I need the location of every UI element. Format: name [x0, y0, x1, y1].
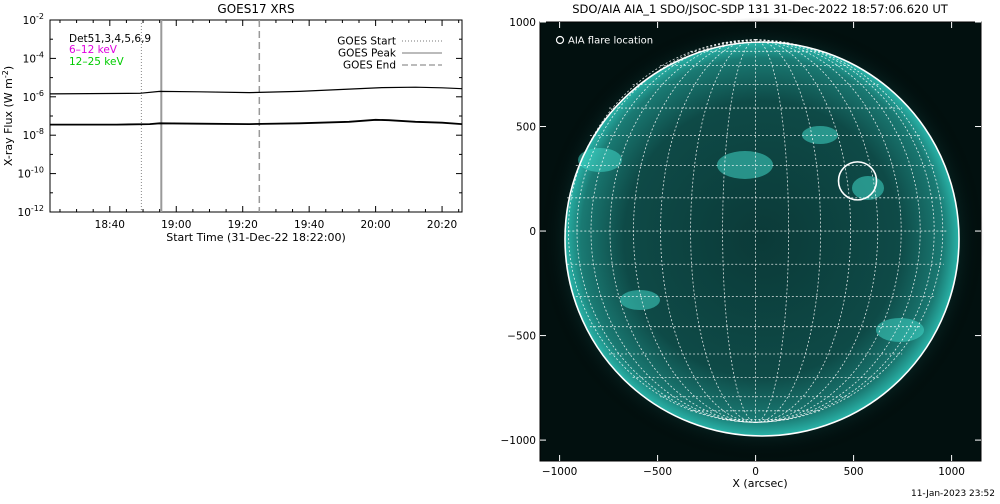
longitude-line [609, 39, 756, 423]
longitude-line [755, 39, 822, 423]
aia-solar-disk [565, 42, 959, 436]
aia-x-tick-label: −500 [643, 466, 672, 478]
longitude-line [755, 39, 944, 423]
aia-y-tick-label: 1000 [509, 17, 536, 29]
aia-y-tick-label: −500 [507, 331, 536, 343]
goes-event-markers [140, 20, 261, 212]
longitude-line [690, 39, 756, 423]
longitude-line [755, 39, 902, 423]
goes-y-label-exponent: -2 [1, 70, 10, 78]
longitude-line [567, 39, 756, 423]
marker-legend-label: GOES Peak [338, 48, 397, 60]
goes-x-axis: 18:40 19:00 19:20 19:40 20:00 20:20 [59, 20, 460, 231]
longitude-line [633, 39, 756, 423]
aia-limb [564, 41, 960, 437]
aia-y-tick-label: 0 [529, 226, 536, 238]
aia-x-tick-label: −1000 [542, 466, 578, 478]
longitude-line [722, 39, 756, 423]
goes-series-long [49, 86, 463, 95]
longitude-line [755, 39, 935, 423]
figure-date-stamp: 11-Jan-2023 23:52 [911, 489, 995, 499]
x-tick-label: 18:40 [95, 219, 125, 231]
longitude-line [755, 39, 921, 423]
aia-image-panel: SDO/AIA AIA_1 SDO/JSOC-SDP 131 31-Dec-20… [500, 2, 984, 490]
y-tick-label: 10-6 [23, 89, 44, 104]
aia-x-tick-label: 500 [844, 466, 864, 478]
aia-x-tick-label: 1000 [938, 466, 965, 478]
goes-legend-band-high: 12–25 keV [69, 56, 124, 68]
aia-y-tick-label: 500 [516, 122, 536, 134]
marker-legend-label: GOES End [343, 60, 396, 72]
aia-flare-location-circle [837, 161, 878, 201]
x-tick-label: 19:20 [228, 219, 258, 231]
aia-image-title: SDO/AIA AIA_1 SDO/JSOC-SDP 131 31-Dec-20… [572, 2, 948, 16]
aia-legend-label: AIA flare location [568, 36, 653, 47]
x-tick-label: 19:00 [161, 219, 191, 231]
y-tick-label: 10-4 [23, 50, 44, 65]
longitude-line [590, 39, 756, 423]
x-tick-label: 20:00 [360, 219, 390, 231]
longitude-line [576, 39, 756, 423]
aia-legend-symbol [555, 35, 565, 45]
goes-detector-annotation: Det51,3,4,5,6,9 [69, 33, 151, 45]
aia-x-tick-label: 0 [752, 466, 759, 478]
x-tick-label: 20:20 [427, 219, 457, 231]
aia-plot-frame [539, 21, 982, 462]
aia-axes: −1000 −500 0 500 1000 1000 500 0 −500 −1000 [500, 17, 982, 478]
active-region-4 [620, 290, 660, 310]
goes-y-axis-label: X-ray Flux (W m-2) [1, 66, 15, 166]
y-tick-label: 10-8 [23, 127, 44, 142]
x-tick-label: 19:40 [294, 219, 324, 231]
goes-legend-band-low: 6–12 keV [69, 44, 118, 56]
marker-legend-label: GOES Start [337, 36, 396, 48]
goes-xrs-chart: GOES17 XRS 10-12 10-10 10-8 10-6 10-4 10-2 18… [1, 2, 463, 244]
active-region-5 [876, 318, 924, 342]
goes-flux-series [49, 86, 463, 126]
aia-y-tick-label: −1000 [500, 435, 536, 447]
active-region-1 [717, 151, 773, 179]
longitude-line [755, 39, 790, 423]
goes-series-short [50, 118, 463, 126]
goes-x-axis-label: Start Time (31-Dec-22 18:22:00) [166, 231, 346, 244]
goes-y-label-close: ) [2, 66, 15, 70]
y-tick-label: 10-2 [23, 12, 44, 27]
longitude-line [755, 39, 879, 423]
goes-chart-title: GOES17 XRS [217, 2, 294, 16]
aia-x-axis-label: X (arcsec) [732, 477, 787, 490]
y-tick-label: 10-12 [18, 204, 44, 219]
y-tick-label: 10-10 [18, 166, 44, 181]
goes-y-label-main: X-ray Flux (W m [2, 78, 15, 166]
